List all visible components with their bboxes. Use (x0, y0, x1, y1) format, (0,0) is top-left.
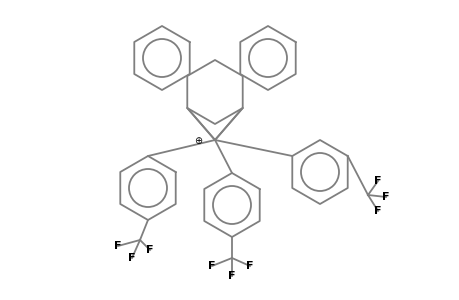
Text: F: F (381, 192, 389, 202)
Text: F: F (374, 176, 381, 186)
Text: F: F (246, 261, 253, 271)
Text: F: F (128, 253, 135, 263)
Text: F: F (208, 261, 215, 271)
Text: $\oplus$: $\oplus$ (194, 134, 203, 146)
Text: F: F (146, 245, 153, 255)
Text: F: F (114, 241, 122, 251)
Text: F: F (228, 271, 235, 281)
Text: F: F (374, 206, 381, 216)
